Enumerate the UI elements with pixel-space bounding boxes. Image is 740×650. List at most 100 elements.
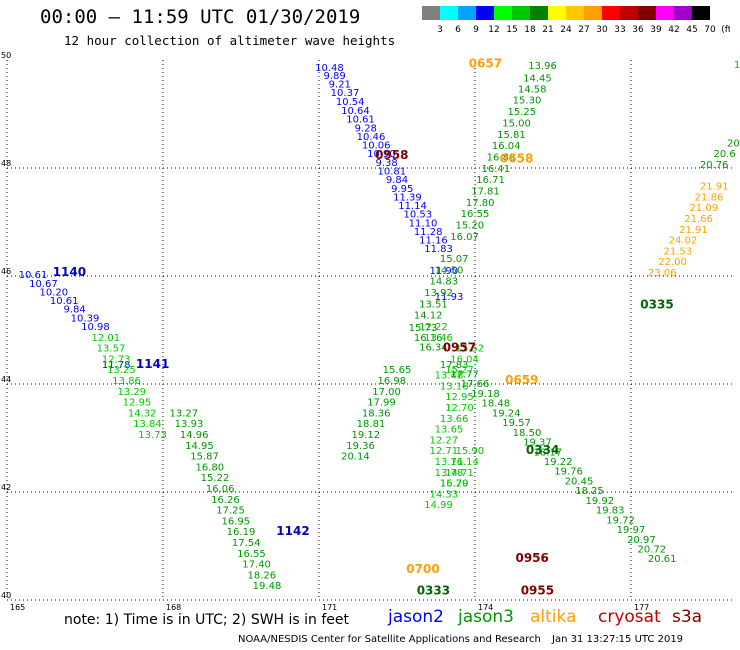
data-point-altika: 24.02 <box>669 236 698 247</box>
data-point-jason3: 16.71 <box>476 175 505 186</box>
data-point-s3a: 0958 <box>375 148 408 162</box>
colorbar-tick-label: 27 <box>578 25 589 35</box>
data-point-jason2: 10.67 <box>29 279 58 290</box>
colorbar-swatch <box>458 6 476 20</box>
data-point-jason3: 15.73 <box>409 323 438 334</box>
data-point-jason3-light: 15.79 <box>440 479 469 490</box>
colorbar-tick-label: 18 <box>524 25 536 35</box>
legend-s3a: s3a <box>672 607 703 627</box>
colorbar-tick-label: 45 <box>686 25 697 35</box>
data-point-altika: 0700 <box>406 562 439 576</box>
data-point-jason3-light: 15.27 <box>445 365 474 376</box>
data-point-jason3-light: 13.66 <box>440 414 469 425</box>
data-point-jason2: 11.16 <box>419 236 448 247</box>
data-point-extra: 20. <box>727 138 740 149</box>
data-point-jason3: 17.81 <box>471 186 500 197</box>
x-tick-label: 177 <box>634 603 649 612</box>
data-point-jason3: 17.77 <box>450 370 479 381</box>
data-point-jason3: 15.22 <box>201 473 230 484</box>
data-point-jason3: 20.97 <box>627 535 656 546</box>
data-point-jason3: 17.66 <box>461 379 490 390</box>
data-point-jason3-light: 14.71 <box>445 468 474 479</box>
colorbar-swatch <box>440 6 458 20</box>
data-point-jason3-light: 16.20 <box>440 479 469 490</box>
data-point-jason3-light: 14.99 <box>424 500 453 511</box>
data-point-jason3: 19.57 <box>502 418 531 429</box>
data-point-jason3: 16.34 <box>419 343 448 354</box>
pass-time-jason3: 0334 <box>526 443 559 457</box>
data-point-jason3: 13.96 <box>528 61 557 72</box>
data-point-jason3-light: 15.90 <box>455 446 484 457</box>
data-point-jason3-light: 13.65 <box>435 425 464 436</box>
data-point-jason3-light: 13.78 <box>435 468 464 479</box>
data-point-jason3: 17.83 <box>440 360 469 371</box>
data-point-jason3-light: 15.52 <box>455 344 484 355</box>
y-tick-label: 44 <box>1 375 11 384</box>
data-point-jason3-light: 13.48 <box>435 371 464 382</box>
data-point-jason2: 9.89 <box>323 71 345 82</box>
data-point-jason2: 10.37 <box>331 88 360 99</box>
data-point-jason2: 9.38 <box>375 158 397 169</box>
data-point-jason3: 19.12 <box>351 430 380 441</box>
data-point-jason3-light: 12.95 <box>123 398 152 409</box>
data-point-jason2: 9.95 <box>391 184 413 195</box>
data-point-jason3: 17.00 <box>372 387 401 398</box>
data-point-extra: 20.76 <box>700 160 729 171</box>
data-point-jason3: 20.61 <box>648 554 677 565</box>
data-point-jason2: 11.93 <box>435 292 464 303</box>
data-point-jason3: 19.18 <box>471 389 500 400</box>
y-tick-label: 50 <box>1 51 11 60</box>
data-point-jason2: 10.98 <box>81 322 110 333</box>
data-point-jason3-light: 14.32 <box>128 408 157 419</box>
data-point-jason3: 14.83 <box>429 277 458 288</box>
footer-note: note: 1) Time is in UTC; 2) SWH is in fe… <box>64 612 350 628</box>
x-tick-label: 165 <box>10 603 25 612</box>
data-point-jason2: 10.64 <box>341 106 370 117</box>
data-point-altika: 21.09 <box>689 203 718 214</box>
data-point-extra: 20.6 <box>713 149 735 160</box>
data-point-jason3: 16.41 <box>481 164 510 175</box>
data-point-jason2: 10.20 <box>39 287 68 298</box>
data-point-jason3: 16.88 <box>487 152 516 163</box>
data-point-jason2: 11.39 <box>393 192 422 203</box>
data-point-jason3: 19.36 <box>346 441 375 452</box>
pass-time-jason3: 0335 <box>640 297 673 311</box>
data-point-jason3-light: 13.71 <box>435 457 464 468</box>
data-point-altika: 21.66 <box>684 214 713 225</box>
data-point-extra: 16 <box>734 60 740 71</box>
colorbar-tick-label: 9 <box>473 25 479 35</box>
data-point-jason3: 17.99 <box>367 398 396 409</box>
data-point-altika: 21.91 <box>700 182 729 193</box>
colorbar-swatch <box>422 6 440 20</box>
data-point-jason3: 19.76 <box>554 467 583 478</box>
data-point-jason3: 16.95 <box>221 516 250 527</box>
data-point-jason3: 14.45 <box>523 74 552 85</box>
data-point-jason3: 13.92 <box>424 288 453 299</box>
data-point-s3a: 0956 <box>515 551 548 565</box>
colorbar-swatch <box>512 6 530 20</box>
data-point-jason3: 15.30 <box>513 96 542 107</box>
legend-altika: altika <box>530 607 577 627</box>
data-point-jason3: 16.26 <box>211 495 240 506</box>
data-point-jason3: 19.48 <box>253 581 282 592</box>
data-point-jason2: 10.90 <box>367 149 396 160</box>
data-point-jason3: 17.25 <box>216 506 245 517</box>
data-point-jason2: 10.61 <box>50 296 79 307</box>
footer-timestamp: Jan 31 13:27:15 UTC 2019 <box>552 634 684 645</box>
data-point-jason3: 18.81 <box>357 419 386 430</box>
data-point-jason3: 18.26 <box>247 570 276 581</box>
data-point-altika: 0657 <box>469 57 502 71</box>
data-point-jason2: 10.61 <box>346 115 375 126</box>
colorbar-swatch <box>494 6 512 20</box>
colorbar-tick-label: 3 <box>437 25 443 35</box>
x-tick-label: 174 <box>478 603 493 612</box>
data-point-jason2: 11.83 <box>424 244 453 255</box>
data-point-jason3-light: 12.71 <box>429 446 458 457</box>
data-point-jason3-light: 13.84 <box>133 419 162 430</box>
data-point-jason3-light: 16.14 <box>450 457 479 468</box>
data-point-jason3: 19.37 <box>523 438 552 449</box>
colorbar-swatch <box>638 6 656 20</box>
colorbar-tick-label: 6 <box>455 25 461 35</box>
legend-jason2: jason2 <box>388 607 444 627</box>
